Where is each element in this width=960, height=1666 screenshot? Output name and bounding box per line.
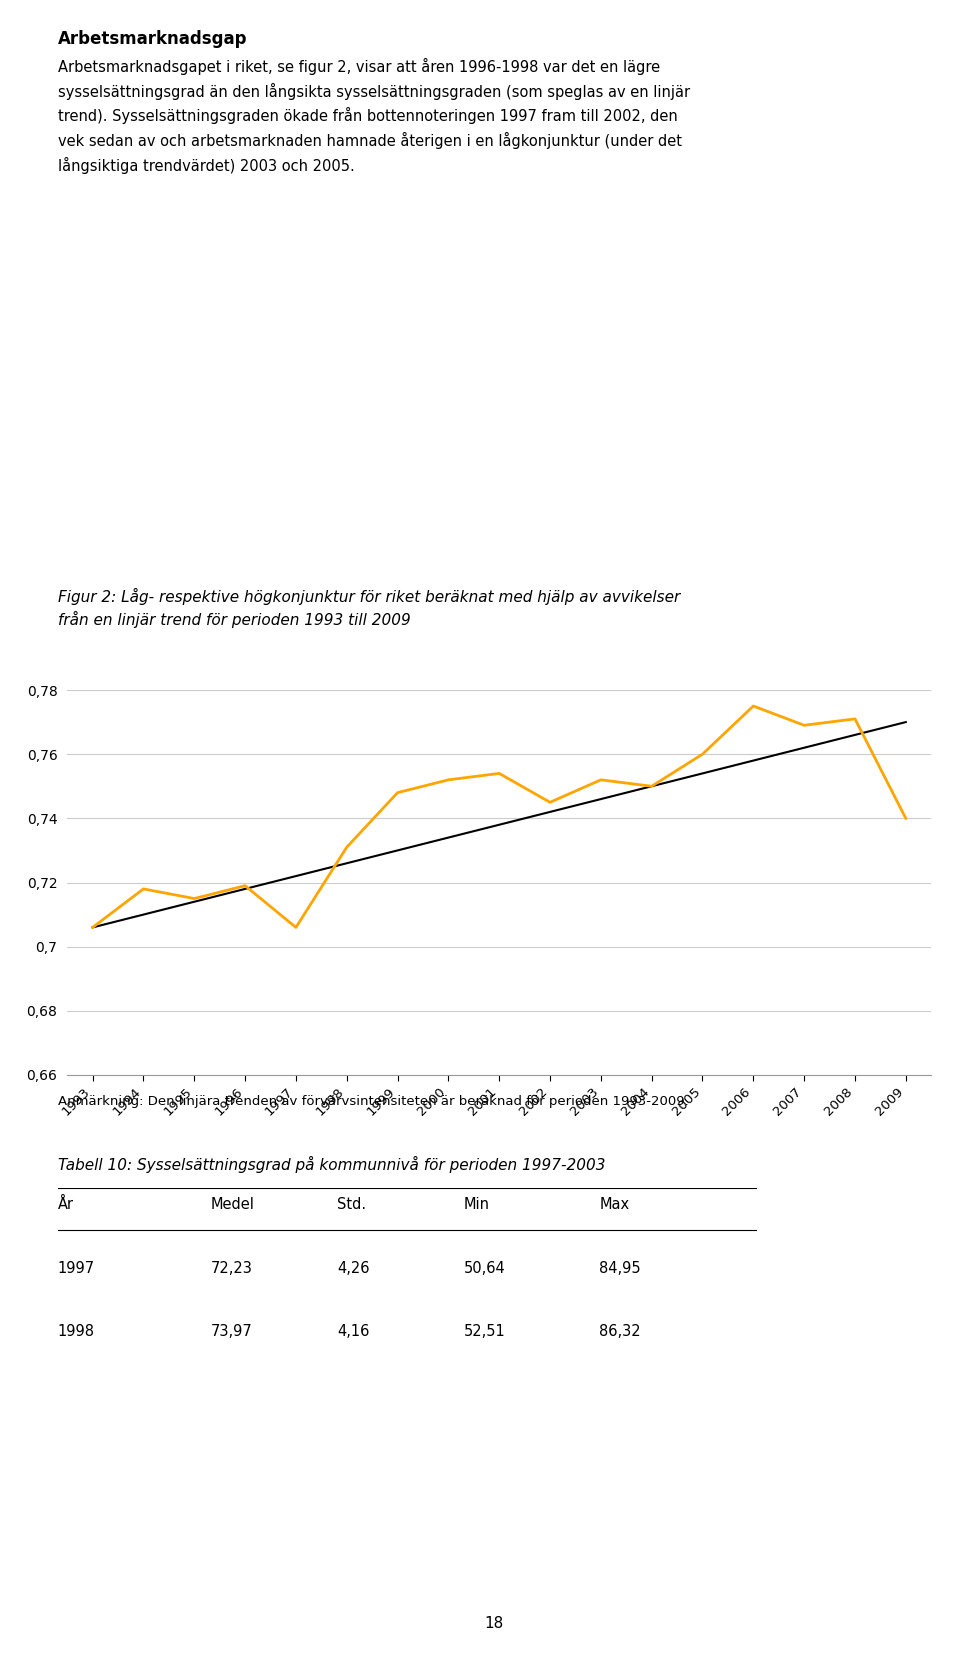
Text: Arbetsmarknadsgap: Arbetsmarknadsgap	[58, 30, 247, 48]
Text: 86,32: 86,32	[599, 1324, 641, 1339]
Text: Max: Max	[599, 1198, 630, 1213]
Text: Figur 2: Låg- respektive högkonjunktur för riket beräknat med hjälp av avvikelse: Figur 2: Låg- respektive högkonjunktur f…	[58, 588, 680, 628]
Text: Tabell 10: Sysselsättningsgrad på kommunnivå för perioden 1997-2003: Tabell 10: Sysselsättningsgrad på kommun…	[58, 1156, 605, 1173]
Text: 50,64: 50,64	[464, 1261, 506, 1276]
Text: 52,51: 52,51	[464, 1324, 506, 1339]
Text: 1997: 1997	[58, 1261, 95, 1276]
Text: 18: 18	[485, 1616, 504, 1631]
Text: Std.: Std.	[337, 1198, 367, 1213]
Text: 4,16: 4,16	[337, 1324, 370, 1339]
Text: 72,23: 72,23	[210, 1261, 252, 1276]
Text: Arbetsmarknadsgapet i riket, se figur 2, visar att åren 1996-1998 var det en läg: Arbetsmarknadsgapet i riket, se figur 2,…	[58, 58, 689, 173]
Text: 4,26: 4,26	[337, 1261, 370, 1276]
Text: År: År	[58, 1198, 74, 1213]
Text: 73,97: 73,97	[210, 1324, 252, 1339]
Text: 1998: 1998	[58, 1324, 95, 1339]
Text: Anmärkning: Den linjära trenden av förvärvsintensiteten är beräknad för perioden: Anmärkning: Den linjära trenden av förvä…	[58, 1095, 688, 1108]
Text: Medel: Medel	[210, 1198, 254, 1213]
Text: 84,95: 84,95	[599, 1261, 641, 1276]
Text: Min: Min	[464, 1198, 490, 1213]
